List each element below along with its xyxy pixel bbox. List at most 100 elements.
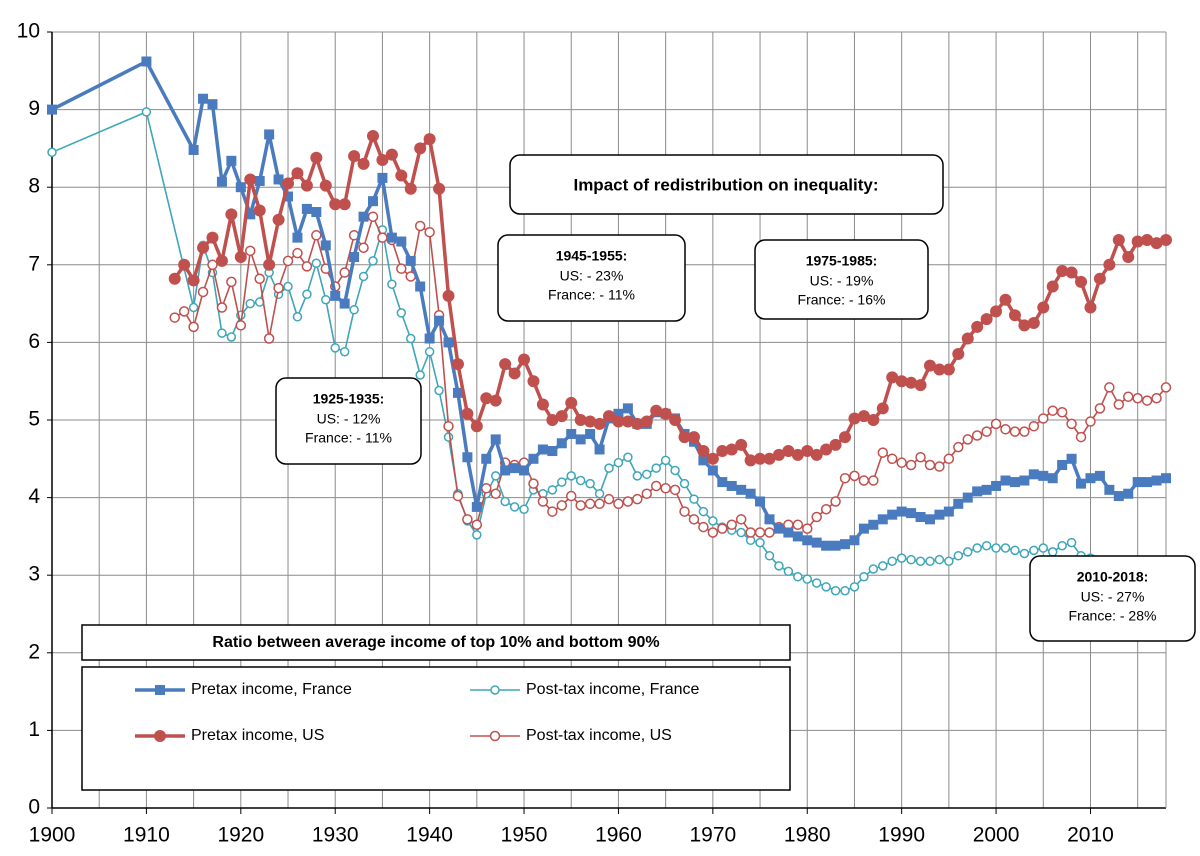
marker: [509, 502, 520, 512]
marker: [670, 465, 680, 476]
marker: [1000, 543, 1011, 553]
y-tick-label: 9: [28, 97, 40, 120]
marker: [942, 363, 955, 376]
marker: [650, 480, 662, 492]
marker: [612, 415, 625, 428]
marker: [490, 434, 501, 445]
x-tick-label: 2000: [973, 824, 1020, 847]
marker: [840, 585, 850, 596]
marker: [339, 267, 350, 278]
marker: [154, 730, 166, 742]
marker: [245, 245, 256, 257]
marker: [726, 519, 737, 531]
marker: [698, 506, 709, 517]
marker: [168, 272, 181, 285]
marker: [886, 371, 899, 384]
marker: [621, 415, 634, 428]
marker: [321, 294, 331, 305]
marker: [1010, 545, 1020, 556]
annotation-title: 2010-2018:: [1077, 569, 1149, 585]
marker: [1000, 424, 1011, 435]
marker: [943, 453, 955, 465]
marker: [1084, 301, 1097, 314]
marker: [415, 281, 426, 292]
marker: [470, 420, 483, 433]
marker: [226, 276, 237, 288]
marker: [206, 231, 219, 244]
annotation-line: US: - 19%: [810, 273, 874, 289]
marker: [462, 452, 473, 463]
marker: [283, 191, 294, 202]
marker: [593, 417, 606, 430]
marker: [452, 490, 464, 502]
x-tick-label: 1930: [312, 824, 359, 847]
marker: [981, 540, 992, 551]
marker: [272, 213, 285, 226]
marker: [783, 527, 794, 538]
legend-label: Pretax income, France: [191, 681, 352, 698]
marker: [1008, 309, 1021, 322]
marker: [697, 445, 710, 458]
annotation-line: France: - 11%: [305, 430, 392, 446]
marker: [357, 157, 370, 170]
marker: [443, 432, 454, 442]
marker: [451, 358, 464, 371]
y-tick-label: 5: [28, 408, 40, 431]
marker: [640, 415, 653, 428]
marker: [632, 493, 643, 505]
marker: [584, 498, 596, 510]
marker: [604, 463, 614, 473]
marker: [471, 519, 483, 531]
marker: [1056, 406, 1068, 418]
marker: [1141, 233, 1154, 246]
marker: [490, 471, 501, 481]
marker: [263, 258, 276, 271]
marker: [414, 142, 427, 155]
marker: [1009, 477, 1020, 488]
marker: [1085, 473, 1096, 484]
marker: [669, 414, 682, 426]
marker: [886, 453, 898, 465]
marker: [934, 509, 945, 520]
marker: [878, 561, 888, 571]
marker: [802, 523, 813, 534]
marker: [198, 93, 209, 104]
marker: [169, 312, 180, 323]
marker: [953, 551, 964, 561]
marker: [725, 443, 738, 456]
marker: [282, 255, 294, 267]
marker: [348, 150, 361, 163]
marker: [820, 503, 832, 515]
marker: [698, 455, 709, 466]
marker: [857, 410, 870, 423]
marker: [264, 129, 275, 140]
marker: [755, 496, 766, 507]
marker: [688, 514, 700, 525]
marker: [792, 531, 803, 542]
marker: [991, 543, 1001, 553]
x-tick-label: 1980: [784, 824, 831, 847]
grid: 0 1 2 3 4 5 6 7 8 9 10 1900 1910 1920 1930 1940 1950 1960…: [17, 20, 1167, 847]
marker: [915, 451, 926, 463]
marker: [244, 173, 257, 186]
marker: [302, 289, 312, 300]
marker: [858, 523, 869, 534]
annotation-line: US: - 12%: [317, 411, 381, 427]
marker: [584, 415, 597, 428]
marker: [424, 226, 435, 238]
marker: [887, 556, 897, 566]
marker: [1066, 537, 1077, 548]
marker: [1160, 382, 1172, 393]
x-tick-label: 1920: [217, 824, 264, 847]
marker: [556, 500, 568, 511]
marker: [443, 420, 454, 432]
marker: [1057, 460, 1068, 471]
marker: [311, 258, 322, 268]
marker: [839, 472, 851, 484]
marker: [301, 261, 313, 272]
y-tick-label: 2: [28, 640, 40, 663]
marker: [575, 500, 586, 511]
marker: [1122, 391, 1134, 402]
marker: [245, 209, 256, 220]
marker: [698, 521, 709, 533]
